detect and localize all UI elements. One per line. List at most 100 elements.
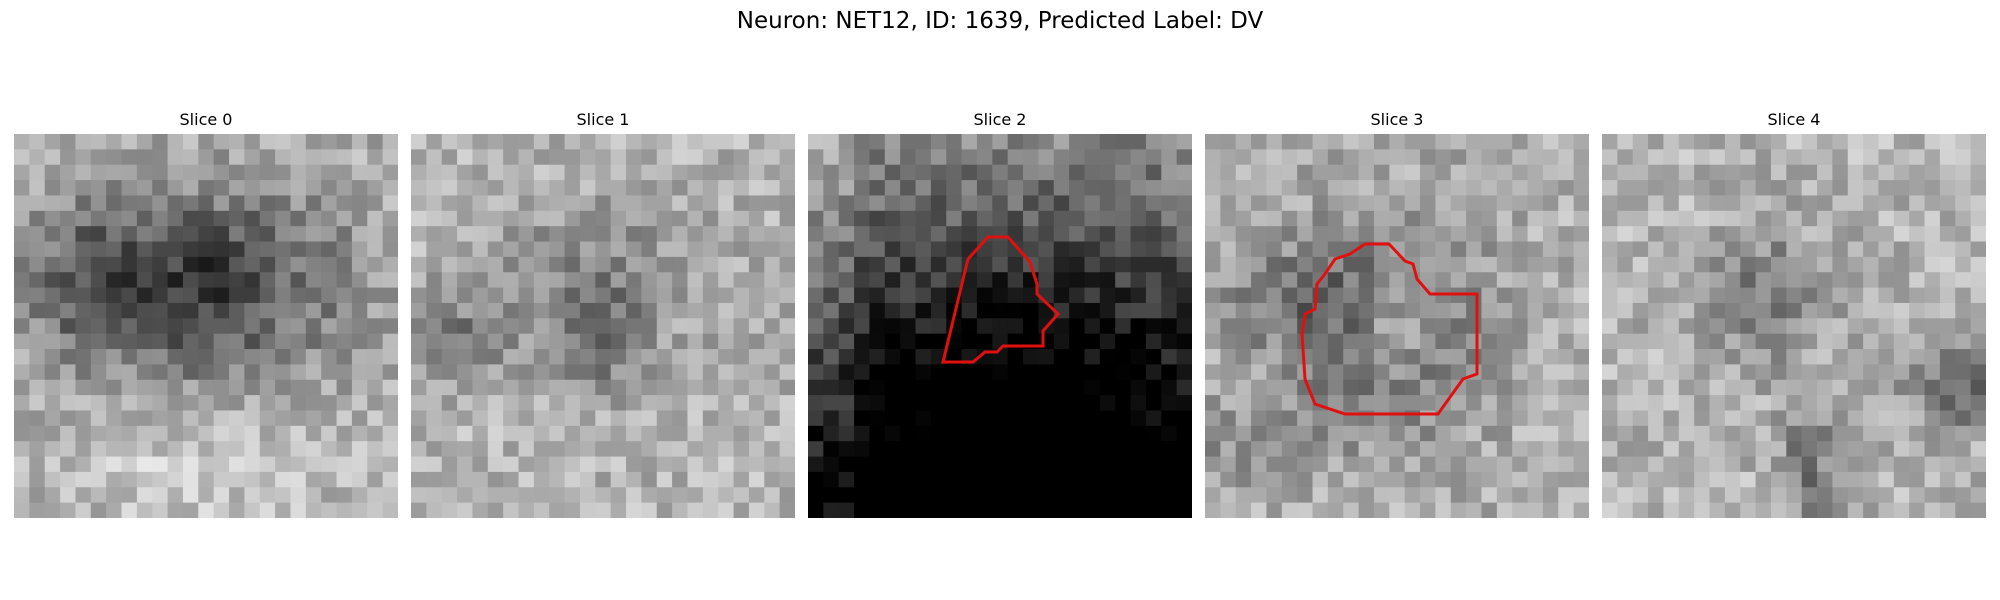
pixel-cell bbox=[1130, 210, 1147, 227]
pixel-cell bbox=[595, 349, 612, 365]
pixel-cell bbox=[1130, 425, 1147, 442]
pixel-cell bbox=[275, 241, 291, 258]
pixel-cell bbox=[1266, 471, 1283, 488]
pixel-cell bbox=[1955, 241, 1972, 258]
pixel-cell bbox=[779, 471, 795, 488]
pixel-cell bbox=[1099, 364, 1116, 381]
pixel-cell bbox=[869, 164, 886, 181]
pixel-cell bbox=[1878, 502, 1895, 518]
pixel-cell bbox=[75, 149, 92, 166]
pixel-cell bbox=[1863, 456, 1879, 473]
pixel-cell bbox=[167, 302, 184, 319]
pixel-cell bbox=[808, 318, 824, 335]
pixel-cell bbox=[1435, 425, 1452, 442]
pixel-cell bbox=[1251, 149, 1267, 166]
pixel-cell bbox=[1909, 333, 1926, 350]
pixel-cell bbox=[1632, 195, 1649, 212]
pixel-cell bbox=[1724, 164, 1741, 181]
pixel-cell bbox=[1648, 333, 1664, 350]
pixel-cell bbox=[1115, 164, 1132, 181]
pixel-cell bbox=[533, 441, 550, 458]
pixel-cell bbox=[1312, 364, 1329, 381]
pixel-cell bbox=[106, 134, 123, 150]
pixel-cell bbox=[182, 471, 199, 488]
pixel-cell bbox=[1420, 180, 1436, 196]
pixel-cell bbox=[518, 487, 535, 504]
pixel-cell bbox=[1297, 441, 1314, 458]
pixel-cell bbox=[1863, 272, 1879, 289]
pixel-cell bbox=[182, 164, 199, 181]
pixel-cell bbox=[1663, 379, 1680, 396]
pixel-cell bbox=[229, 425, 245, 442]
pixel-cell bbox=[152, 302, 169, 319]
pixel-cell bbox=[90, 425, 107, 442]
pixel-cell bbox=[702, 241, 719, 258]
pixel-cell bbox=[1709, 471, 1726, 488]
pixel-cell bbox=[992, 456, 1009, 473]
pixel-cell bbox=[718, 333, 735, 350]
pixel-cell bbox=[367, 256, 384, 273]
pixel-cell bbox=[1235, 256, 1252, 273]
pixel-cell bbox=[60, 456, 76, 473]
pixel-cell bbox=[472, 149, 489, 166]
pixel-cell bbox=[152, 195, 169, 212]
pixel-cell bbox=[549, 456, 566, 473]
pixel-cell bbox=[1512, 241, 1529, 258]
pixel-cell bbox=[167, 256, 184, 273]
pixel-cell bbox=[1435, 164, 1452, 181]
pixel-cell bbox=[1084, 134, 1101, 150]
pixel-cell bbox=[1281, 256, 1298, 273]
pixel-cell bbox=[152, 180, 169, 196]
pixel-cell bbox=[1678, 487, 1695, 504]
pixel-cell bbox=[1435, 287, 1452, 304]
pixel-cell bbox=[1358, 333, 1375, 350]
pixel-cell bbox=[290, 349, 307, 365]
pixel-cell bbox=[182, 349, 199, 365]
pixel-cell bbox=[244, 149, 261, 166]
pixel-cell bbox=[411, 287, 427, 304]
pixel-cell bbox=[900, 134, 917, 150]
pixel-cell bbox=[44, 441, 61, 458]
pixel-cell bbox=[672, 210, 688, 227]
pixel-cell bbox=[1694, 333, 1711, 350]
pixel-cell bbox=[733, 210, 750, 227]
pixel-cell bbox=[1373, 226, 1390, 243]
pixel-cell bbox=[1481, 180, 1498, 196]
pixel-cell bbox=[367, 349, 384, 365]
pixel-cell bbox=[472, 502, 489, 518]
pixel-cell bbox=[1878, 410, 1895, 427]
pixel-cell bbox=[748, 226, 765, 243]
pixel-cell bbox=[1389, 395, 1406, 411]
pixel-cell bbox=[1801, 302, 1818, 319]
pixel-cell bbox=[90, 456, 107, 473]
pixel-cell bbox=[1847, 180, 1864, 196]
pixel-cell bbox=[1709, 425, 1726, 442]
pixel-cell bbox=[1527, 256, 1544, 273]
pixel-cell bbox=[1038, 180, 1055, 196]
pixel-cell bbox=[1450, 333, 1467, 350]
pixel-cell bbox=[259, 395, 276, 411]
pixel-cell bbox=[1542, 487, 1559, 504]
pixel-cell bbox=[29, 425, 46, 442]
pixel-cell bbox=[1939, 395, 1956, 411]
pixel-cell bbox=[1130, 272, 1147, 289]
pixel-cell bbox=[1420, 333, 1436, 350]
pixel-cell bbox=[1161, 210, 1178, 227]
pixel-cell bbox=[976, 318, 993, 335]
pixel-cell bbox=[1343, 456, 1360, 473]
pixel-cell bbox=[1755, 149, 1772, 166]
pixel-cell bbox=[1755, 302, 1772, 319]
pixel-cell bbox=[1038, 395, 1055, 411]
pixel-cell bbox=[336, 502, 353, 518]
pixel-cell bbox=[457, 149, 473, 166]
pixel-cell bbox=[472, 471, 489, 488]
pixel-cell bbox=[1617, 441, 1634, 458]
pixel-cell bbox=[1205, 425, 1221, 442]
pixel-cell bbox=[1801, 195, 1818, 212]
pixel-cell bbox=[382, 349, 398, 365]
pixel-cell bbox=[1893, 441, 1910, 458]
pixel-cell bbox=[564, 180, 581, 196]
pixel-cell bbox=[779, 395, 795, 411]
pixel-cell bbox=[718, 471, 735, 488]
pixel-cell bbox=[1648, 487, 1664, 504]
